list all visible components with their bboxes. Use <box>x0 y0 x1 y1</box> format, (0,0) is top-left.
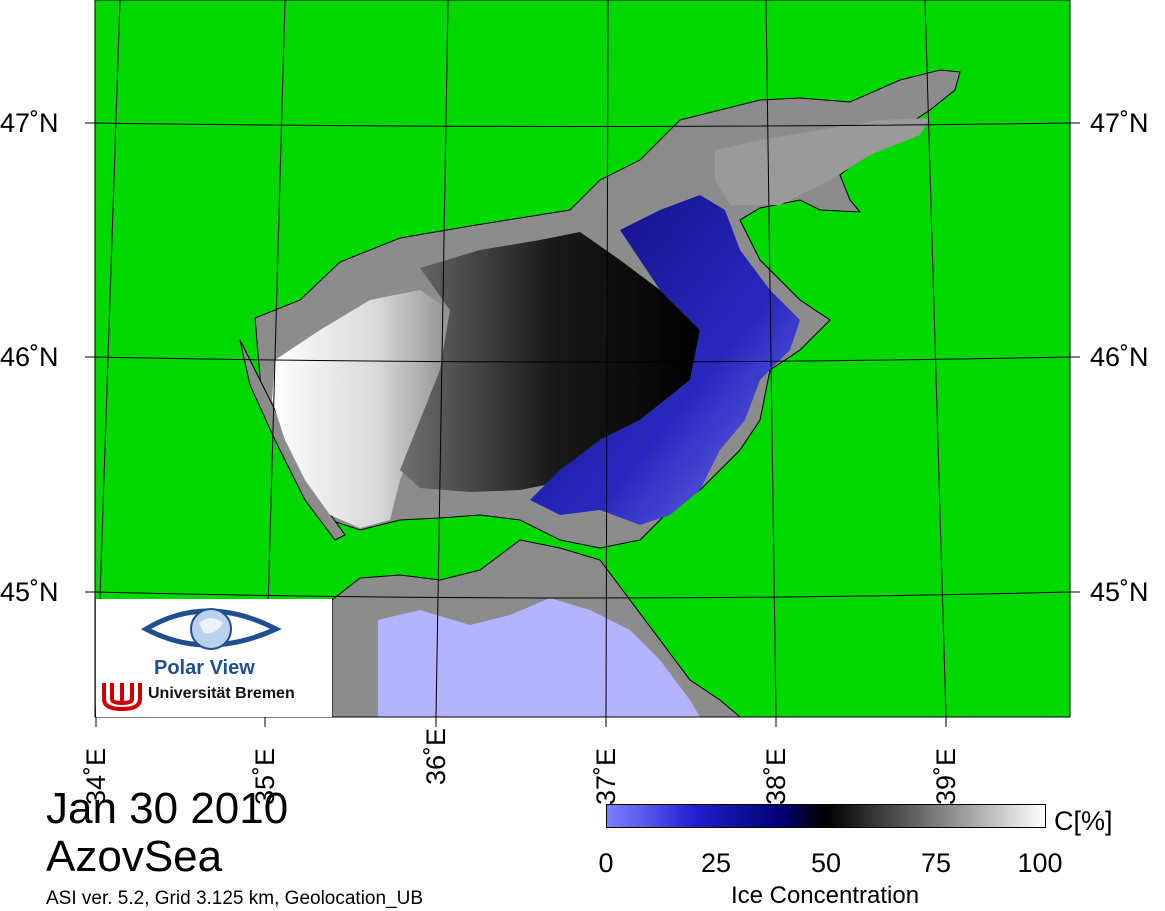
lat-label-46-right: 46˚N <box>1090 342 1149 372</box>
lat-label-47-right: 47˚N <box>1090 108 1149 138</box>
graticule <box>94 0 1071 718</box>
tick-marks <box>85 122 1080 727</box>
colorbar <box>606 804 1046 828</box>
lat-label-45-right: 45˚N <box>1090 577 1149 607</box>
lat-label-47-left: 47˚N <box>0 108 59 138</box>
lon-label-36: 36˚E <box>421 727 451 785</box>
lon-label-39: 39˚E <box>931 747 961 805</box>
sivash-lagoon <box>239 339 346 541</box>
colorbar-unit: C[%] <box>1054 806 1113 836</box>
polar-view-logo: Polar View Universität Bremen <box>96 599 332 717</box>
colorbar-tick-25: 25 <box>700 848 732 878</box>
eye-globe-icon <box>140 608 282 650</box>
lat-label-45-left: 45˚N <box>0 577 59 607</box>
logo-title: Polar View <box>154 657 255 679</box>
lon-label-38: 38˚E <box>761 747 791 805</box>
colorbar-title: Ice Concentration <box>730 882 920 909</box>
region-name: AzovSea <box>46 832 223 881</box>
logo-institution: Universität Bremen <box>148 685 295 702</box>
colorbar-tick-100: 100 <box>1017 848 1063 878</box>
lon-label-37: 37˚E <box>591 747 621 805</box>
open-sea <box>378 598 700 717</box>
ice-high-concentration <box>272 290 450 528</box>
processing-info: ASI ver. 5.2, Grid 3.125 km, Geolocation… <box>46 888 424 909</box>
ice-low-concentration <box>530 195 800 525</box>
map-frame <box>94 0 1071 718</box>
colorbar-tick-0: 0 <box>598 848 614 878</box>
lat-label-46-left: 46˚N <box>0 342 59 372</box>
bremen-logo-icon <box>100 679 144 713</box>
image-date: Jan 30 2010 <box>46 784 289 833</box>
colorbar-tick-50: 50 <box>810 848 842 878</box>
colorbar-tick-75: 75 <box>920 848 952 878</box>
